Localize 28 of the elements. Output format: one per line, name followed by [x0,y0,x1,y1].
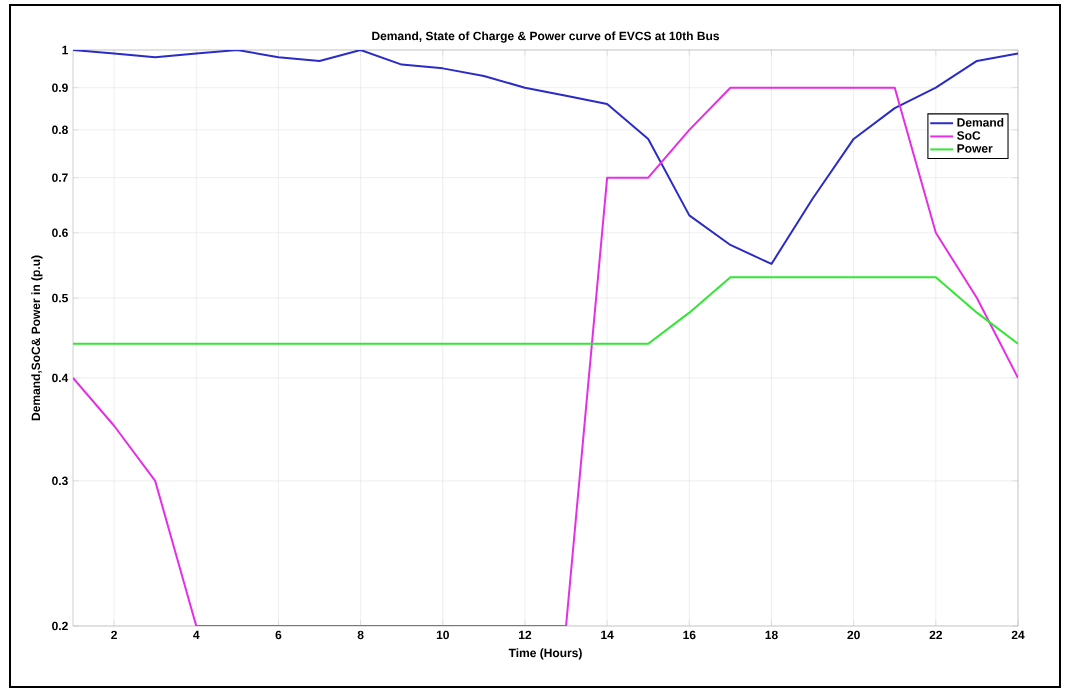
y-tick-label: 0.3 [52,476,68,486]
y-tick-label: 0.8 [52,125,68,135]
y-tick-label: 0.2 [52,621,68,631]
x-tick-label: 24 [1011,630,1025,640]
x-tick-label: 22 [929,630,943,640]
x-tick-label: 2 [111,630,117,640]
line-series [73,50,1018,265]
x-tick-label: 14 [601,630,614,639]
y-axis-title: Demand,SoC& Power in (p.u) [31,255,43,421]
x-tick-label: 18 [765,630,778,640]
x-tick-label: 12 [519,630,532,640]
x-tick-label: 20 [847,630,860,640]
y-tick-label: 0.7 [52,173,68,182]
x-tick-label: 8 [357,630,364,640]
y-tick-label: 0.6 [52,228,68,238]
y-tick-label: 1 [62,45,68,55]
legend-label: SoC [957,131,981,140]
legend-label: Demand [957,117,1004,127]
x-tick-label: 4 [193,630,200,639]
x-tick-label: 6 [275,630,282,640]
y-tick-label: 0.9 [52,83,68,92]
x-tick-label: 10 [436,630,449,640]
y-tick-label: 0.4 [52,373,69,383]
x-tick-label: 16 [683,630,696,640]
legend-label: Power [957,144,993,153]
chart-title: Demand, State of Charge & Power curve of EVCS at 10th Bus [372,31,720,43]
y-tick-label: 0.5 [52,293,68,303]
x-axis-title: Time (Hours) [508,648,582,660]
